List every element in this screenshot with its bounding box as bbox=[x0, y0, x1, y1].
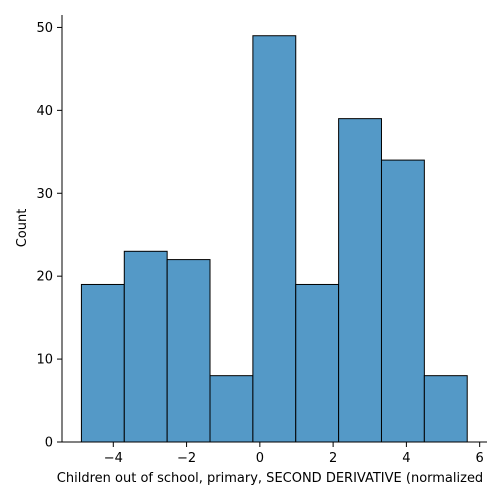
histogram-bar-2 bbox=[166, 259, 211, 443]
y-tick-label: 40 bbox=[36, 104, 53, 119]
histogram-bars bbox=[80, 35, 468, 443]
y-axis-ticks: 0 10 20 30 40 50 bbox=[36, 21, 62, 451]
x-tick-label: 6 bbox=[476, 451, 484, 466]
histogram-bar-0 bbox=[80, 283, 125, 443]
histogram-bar-4 bbox=[252, 35, 297, 443]
x-tick-label: 0 bbox=[256, 451, 264, 466]
histogram-bar-6 bbox=[338, 118, 382, 443]
y-tick-label: 20 bbox=[36, 270, 53, 285]
x-tick-label: 4 bbox=[402, 451, 410, 466]
x-axis-label: Children out of school, primary, SECOND … bbox=[57, 471, 483, 486]
y-tick-label: 30 bbox=[36, 187, 53, 202]
histogram-bar-7 bbox=[380, 159, 425, 443]
x-tick-label: −4 bbox=[104, 451, 123, 466]
x-tick-label: −2 bbox=[177, 451, 196, 466]
y-tick-label: 10 bbox=[36, 353, 53, 368]
x-axis-ticks: −4 −2 0 2 4 6 bbox=[104, 442, 484, 466]
histogram-bar-3 bbox=[209, 375, 254, 443]
histogram-bar-8 bbox=[423, 375, 468, 443]
y-tick-label: 50 bbox=[36, 21, 53, 36]
y-axis-label: Count bbox=[15, 209, 30, 248]
histogram-bar-5 bbox=[295, 283, 340, 443]
histogram-bar-1 bbox=[123, 250, 168, 443]
x-tick-label: 2 bbox=[329, 451, 337, 466]
y-tick-label: 0 bbox=[45, 436, 53, 451]
